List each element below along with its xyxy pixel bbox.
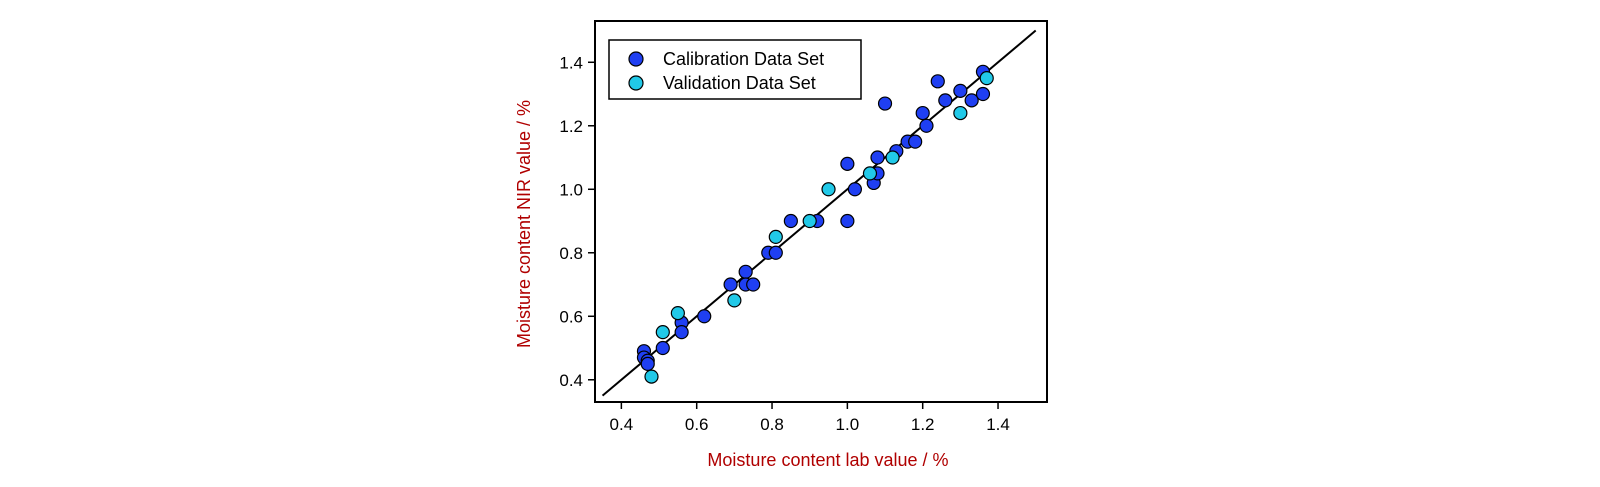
calibration-point: [877, 96, 893, 111]
x-tick-label: 0.4: [610, 415, 634, 434]
x-tick-label: 1.0: [836, 415, 860, 434]
calibration-point: [915, 105, 930, 121]
y-tick-label: 0.6: [559, 307, 583, 326]
y-tick-label: 1.4: [559, 53, 583, 72]
calibration-point: [738, 264, 753, 279]
calibration-point: [964, 93, 979, 108]
validation-point: [727, 293, 742, 308]
calibration-point: [768, 245, 783, 260]
calibration-point: [938, 93, 953, 108]
calibration-point: [908, 134, 923, 149]
validation-point: [655, 325, 670, 340]
calibration-point: [840, 156, 855, 171]
x-tick-label: 0.8: [760, 415, 784, 434]
legend-marker-calibration: [628, 51, 644, 67]
data-points: [636, 64, 994, 384]
calibration-point: [783, 213, 798, 229]
calibration-point: [930, 74, 945, 89]
legend: Calibration Data Set Validation Data Set: [608, 39, 862, 100]
calibration-point: [674, 325, 689, 340]
y-axis-title: Moisture content NIR value / %: [514, 100, 534, 348]
calibration-point: [655, 340, 670, 356]
calibration-point: [697, 309, 712, 324]
legend-box: [608, 39, 862, 100]
y-tick-label: 1.2: [559, 117, 583, 136]
calibration-point: [847, 182, 863, 197]
calibration-point: [975, 86, 991, 102]
validation-point: [862, 166, 878, 181]
y-tick-label: 0.8: [559, 244, 583, 263]
validation-point: [821, 182, 836, 197]
x-tick-label: 1.2: [911, 415, 935, 434]
validation-point: [979, 71, 994, 86]
validation-point: [953, 105, 968, 121]
calibration-point: [919, 118, 934, 133]
legend-marker-validation: [628, 75, 644, 91]
x-tick-label: 0.6: [685, 415, 709, 434]
y-tick-label: 1.0: [559, 180, 583, 199]
x-axis: 0.4 0.6 0.8 1.0 1.2 1.4: [610, 402, 1010, 434]
calibration-point: [870, 150, 885, 165]
y-axis: 0.4 0.6 0.8 1.0 1.2 1.4: [559, 53, 595, 390]
calibration-point: [746, 277, 761, 292]
validation-point: [670, 306, 685, 321]
plot-frame: [594, 20, 1048, 403]
legend-label-calibration: Calibration Data Set: [663, 49, 824, 69]
calibration-point: [953, 83, 968, 98]
validation-point: [802, 213, 817, 229]
validation-point: [885, 150, 900, 165]
calibration-point: [640, 356, 655, 371]
calibration-point: [723, 277, 738, 292]
validation-point: [644, 369, 659, 384]
legend-label-validation: Validation Data Set: [663, 73, 816, 93]
x-tick-label: 1.4: [986, 415, 1010, 434]
y-tick-label: 0.4: [559, 371, 583, 390]
x-axis-title: Moisture content lab value / %: [707, 450, 948, 470]
calibration-point: [840, 213, 855, 229]
validation-point: [768, 229, 783, 244]
